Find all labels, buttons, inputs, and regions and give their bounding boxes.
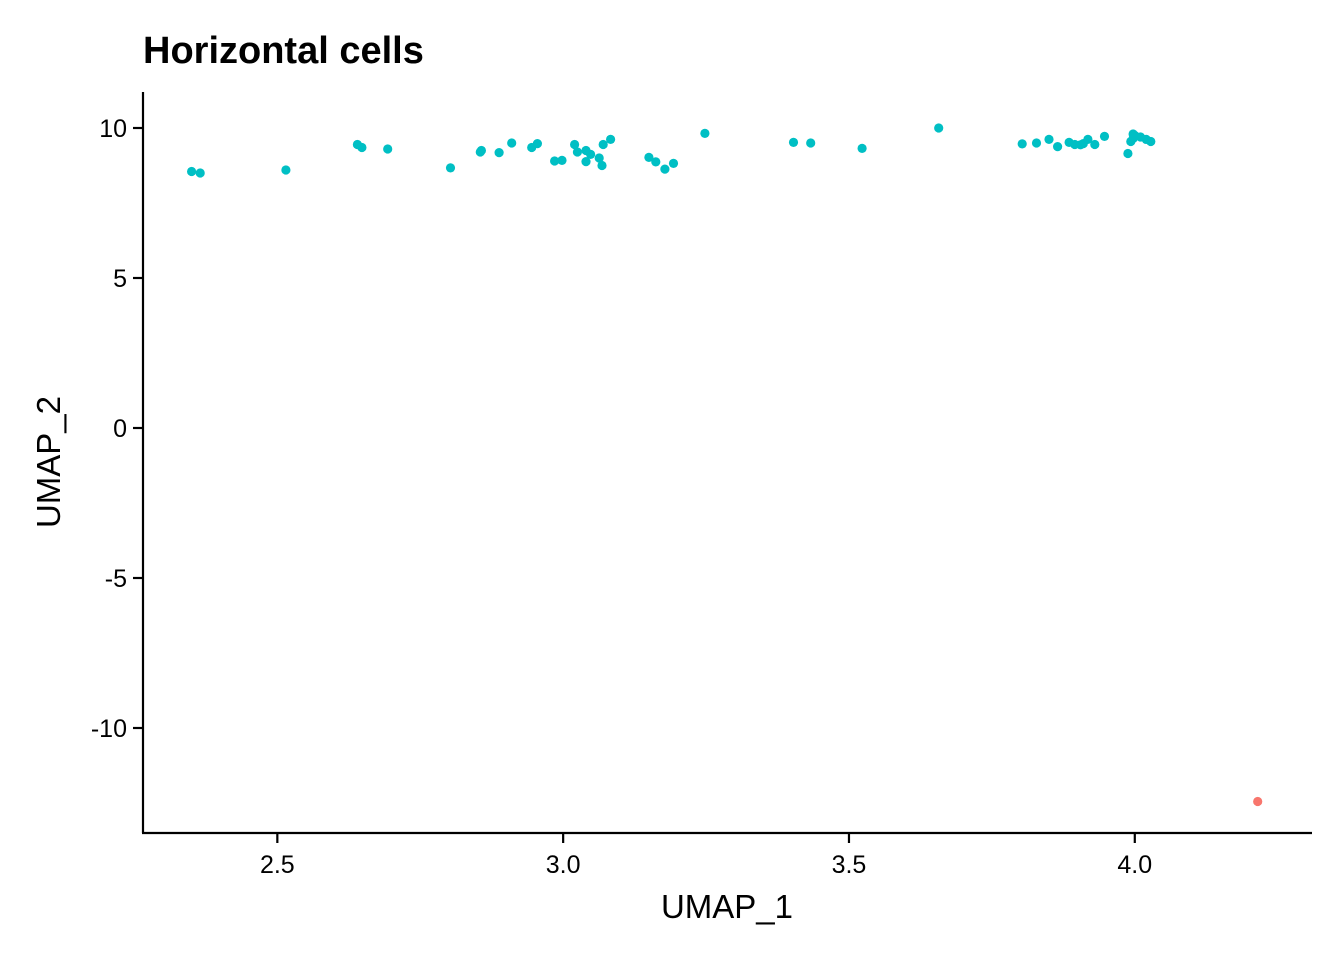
data-point bbox=[1044, 134, 1054, 144]
data-point bbox=[1128, 133, 1138, 144]
data-point bbox=[806, 138, 816, 148]
data-point bbox=[788, 137, 799, 147]
data-point bbox=[651, 157, 661, 167]
data-point bbox=[383, 144, 393, 154]
x-tick-label: 3.5 bbox=[832, 851, 867, 879]
x-axis-ticks: 2.5 3.0 3.5 4.0 bbox=[260, 833, 1152, 879]
y-axis-label: UMAP_2 bbox=[30, 396, 67, 528]
data-point bbox=[476, 145, 486, 156]
y-tick-label: -5 bbox=[105, 565, 127, 593]
data-point bbox=[598, 139, 608, 150]
data-point bbox=[557, 155, 567, 165]
data-point bbox=[550, 156, 560, 166]
x-axis-label: UMAP_1 bbox=[661, 888, 793, 925]
y-tick-label: 5 bbox=[113, 265, 127, 293]
data-point bbox=[700, 128, 710, 138]
data-point bbox=[660, 164, 670, 174]
data-point bbox=[1253, 796, 1263, 807]
data-point bbox=[586, 149, 596, 159]
data-point bbox=[1031, 138, 1042, 148]
data-point bbox=[494, 148, 504, 158]
y-tick-label: 10 bbox=[99, 115, 127, 143]
data-point bbox=[581, 157, 591, 167]
data-point bbox=[281, 165, 291, 175]
data-point bbox=[1123, 148, 1133, 159]
x-tick-label: 3.0 bbox=[546, 851, 581, 879]
data-point bbox=[195, 168, 205, 178]
data-point bbox=[507, 138, 517, 148]
data-point bbox=[857, 143, 867, 153]
data-point bbox=[570, 139, 580, 150]
data-point bbox=[532, 139, 543, 149]
data-point bbox=[572, 147, 583, 157]
data-point bbox=[187, 166, 197, 177]
data-point bbox=[597, 160, 607, 171]
data-point bbox=[445, 163, 456, 173]
data-point bbox=[594, 153, 604, 163]
chart-title: Horizontal cells bbox=[143, 30, 424, 72]
y-tick-label: 0 bbox=[113, 415, 127, 443]
data-point bbox=[1053, 142, 1063, 152]
x-tick-label: 2.5 bbox=[260, 851, 295, 879]
data-point bbox=[934, 123, 944, 133]
data-point bbox=[1017, 139, 1027, 149]
data-point bbox=[668, 158, 679, 168]
data-point bbox=[1146, 136, 1156, 147]
data-point bbox=[357, 142, 367, 153]
y-axis-ticks: 10 5 0 -5 -10 bbox=[91, 115, 143, 743]
data-point bbox=[1083, 134, 1093, 144]
x-tick-label: 4.0 bbox=[1117, 851, 1152, 879]
data-point bbox=[1099, 131, 1110, 141]
y-tick-label: -10 bbox=[91, 715, 127, 743]
data-point bbox=[606, 134, 616, 144]
points-layer bbox=[187, 123, 1263, 807]
data-point bbox=[1090, 139, 1100, 150]
data-point bbox=[644, 152, 654, 162]
